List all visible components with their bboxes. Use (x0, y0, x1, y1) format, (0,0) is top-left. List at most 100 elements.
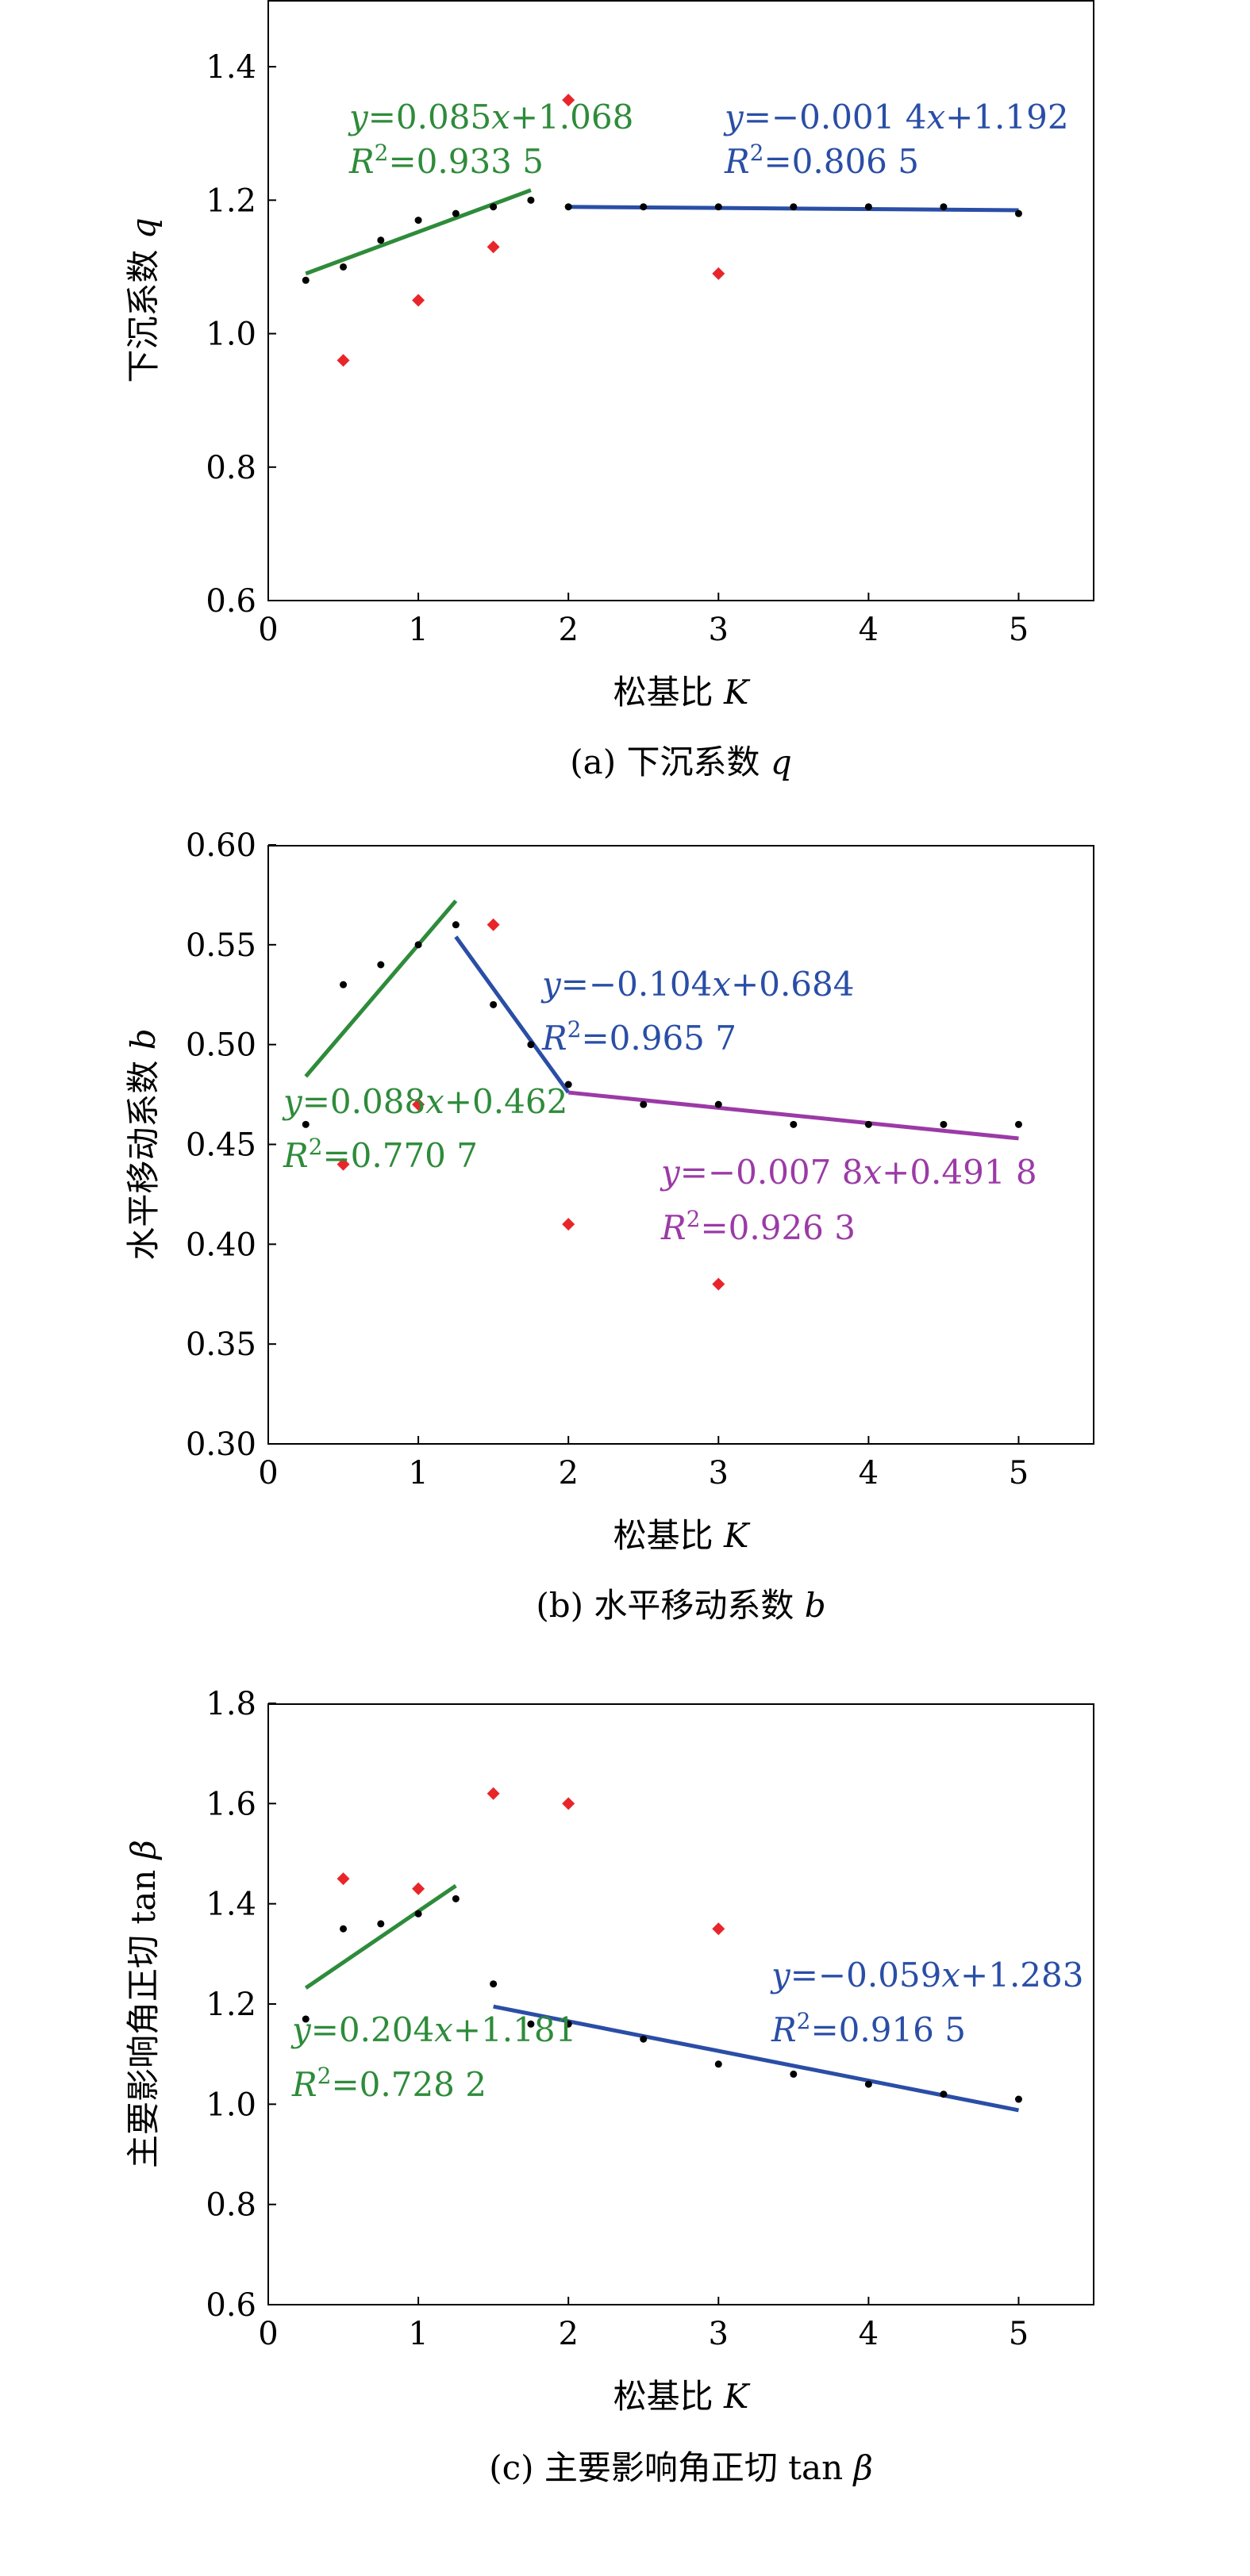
x-tick-label: 2 (558, 1455, 578, 1491)
data-point-diamond (562, 94, 575, 107)
fit-equation-2: y=−0.104x+0.684 (540, 965, 854, 1004)
chart-panel-1: 0 1 2 3 4 5 0.6 0.8 1.0 1.2 1.4 松基比 K 下沉系数 q (a) 下沉系数… (124, 0, 1094, 781)
x-tick-label: 2 (558, 2316, 578, 2352)
y-tick-label: 1.2 (206, 182, 256, 219)
panel-caption: (a) 下沉系数 q (570, 743, 791, 781)
data-point-dot (490, 1000, 498, 1008)
y-tick-label: 0.55 (186, 927, 256, 964)
x-tick-label: 4 (859, 2316, 879, 2352)
data-point-dot (340, 263, 348, 271)
fit-line-1 (304, 899, 458, 1078)
data-point-diamond (712, 1922, 725, 1936)
data-point-dot (790, 2070, 798, 2078)
y-tick-label: 0.30 (186, 1426, 256, 1463)
x-tick-label: 4 (859, 612, 879, 648)
data-point-dot (864, 203, 872, 211)
data-point-dot (414, 941, 422, 949)
data-point-dot (640, 1100, 648, 1108)
plot-frame (267, 0, 1094, 601)
x-tick-label: 2 (558, 612, 578, 648)
fit-equation-1: y=0.088x+0.462 (282, 1082, 567, 1121)
data-point-dot (302, 1120, 310, 1128)
fit-equation-1: y=0.085x+1.068 (348, 98, 633, 136)
fit-equation-2: y=−0.001 4x+1.192 (723, 98, 1069, 136)
data-point-dot (714, 2060, 722, 2068)
data-point-dot (1014, 2095, 1022, 2103)
fit-equation-3: y=−0.007 8x+0.491 8 (660, 1153, 1037, 1192)
data-point-dot (414, 1910, 422, 1918)
fit-line-1 (304, 1883, 457, 1990)
data-point-dot (790, 1120, 798, 1128)
chart-panel-3: 0 1 2 3 4 5 0.6 0.8 1.0 1.2 1.4 1.6 1.8 松基比 K 主要影响角正切 … (124, 1686, 1094, 2487)
data-point-dot (940, 203, 948, 211)
data-point-dot (340, 981, 348, 989)
panel-caption: (b) 水平移动系数 b (536, 1586, 825, 1625)
y-axis-label: 下沉系数 q (124, 217, 163, 382)
data-point-dot (564, 203, 572, 211)
y-tick-label: 0.50 (186, 1027, 256, 1064)
y-tick-label: 0.6 (206, 583, 256, 620)
fit-line-1 (305, 188, 532, 276)
fit-r-squared-1: R2=0.933 5 (348, 140, 544, 181)
data-point-dot (1014, 1120, 1022, 1128)
data-point-dot (714, 203, 722, 211)
data-point-dot (302, 276, 310, 284)
y-axis-label: 主要影响角正切 tan β (124, 1840, 163, 2168)
data-point-diamond (562, 1797, 575, 1810)
y-tick-label: 1.8 (206, 1686, 256, 1722)
fit-r-squared-2: R2=0.965 7 (541, 1016, 737, 1058)
x-axis-label: 松基比 K (613, 673, 751, 712)
data-point-dot (714, 1100, 722, 1108)
data-point-dot (940, 1120, 948, 1128)
data-point-dot (377, 1920, 385, 1928)
y-tick-label: 1.2 (206, 1987, 256, 2023)
x-tick-label: 1 (408, 2316, 428, 2352)
x-tick-label: 0 (258, 2316, 278, 2352)
y-tick-label: 0.60 (186, 827, 256, 864)
y-tick-label: 1.4 (206, 1887, 256, 1923)
data-point-dot (564, 2020, 572, 2028)
x-tick-label: 5 (1009, 612, 1029, 648)
data-point-dot (414, 217, 422, 225)
data-point-diamond (487, 1787, 500, 1800)
chart-panel-2: 0 1 2 3 4 5 0.30 0.35 0.40 0.45 0.50 0.55 0.60 松基比 K 水… (124, 827, 1094, 1625)
x-tick-label: 1 (408, 1455, 428, 1491)
x-tick-label: 3 (709, 612, 729, 648)
data-point-dot (490, 1980, 498, 1988)
x-tick-label: 5 (1009, 1455, 1029, 1491)
x-tick-label: 4 (859, 1455, 879, 1491)
fit-equation-2: y=−0.059x+1.283 (770, 1956, 1083, 1994)
x-tick-label: 0 (258, 1455, 278, 1491)
data-point-dot (377, 961, 385, 969)
data-point-dot (940, 2090, 948, 2098)
y-tick-label: 0.40 (186, 1227, 256, 1263)
y-tick-label: 1.0 (206, 317, 256, 353)
data-point-diamond (337, 1157, 350, 1171)
data-point-dot (790, 203, 798, 211)
data-point-dot (864, 1120, 872, 1128)
data-point-dot (640, 2035, 648, 2043)
data-point-dot (527, 2020, 535, 2028)
data-point-dot (527, 1041, 535, 1049)
x-axis-label: 松基比 K (613, 1516, 751, 1555)
x-axis-label: 松基比 K (613, 2377, 751, 2416)
data-point-diamond (412, 294, 425, 307)
y-tick-label: 0.8 (206, 450, 256, 486)
data-point-dot (564, 1081, 572, 1088)
data-point-dot (377, 236, 385, 244)
data-point-diamond (487, 240, 500, 254)
fit-r-squared-2: R2=0.806 5 (724, 140, 919, 181)
data-point-diamond (487, 918, 500, 931)
fit-r-squared-1: R2=0.728 2 (291, 2063, 487, 2104)
data-point-diamond (412, 1882, 425, 1895)
y-tick-label: 1.4 (206, 49, 256, 86)
data-point-diamond (337, 1872, 350, 1886)
data-point-dot (490, 203, 498, 211)
y-tick-label: 0.8 (206, 2187, 256, 2224)
fit-line-2 (454, 935, 571, 1094)
fit-line-2 (493, 2004, 1019, 2113)
fit-r-squared-2: R2=0.916 5 (771, 2008, 966, 2049)
data-point-dot (302, 2015, 310, 2023)
data-point-diamond (412, 1098, 425, 1111)
